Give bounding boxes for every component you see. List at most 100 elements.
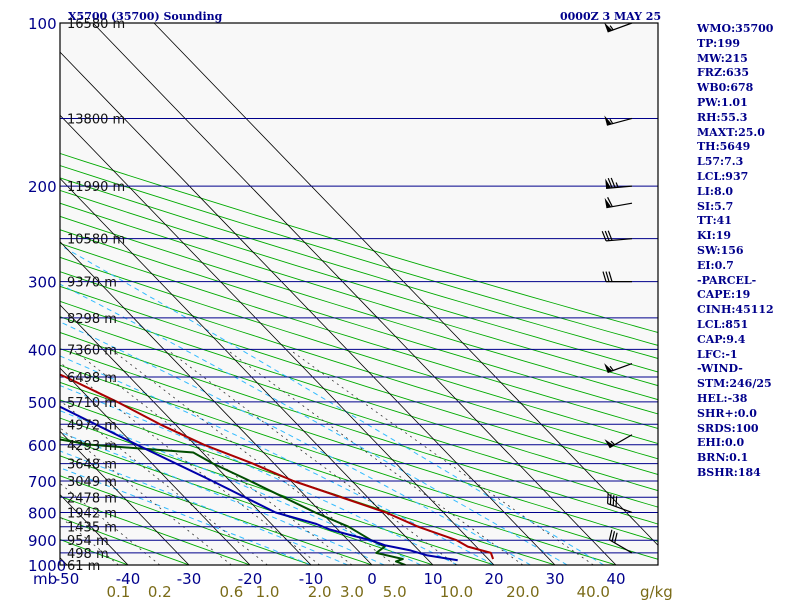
wind-barb-pennant: [604, 363, 613, 373]
sounding-index-item: PW:1.01: [697, 95, 748, 109]
height-label: 9370 m: [67, 276, 117, 291]
sounding-indices-panel: WMO:35700 TP:199 MW:215 FRZ:635 WB0:678 PW:1.…: [697, 22, 774, 481]
sounding-index-item: BSHR:184: [697, 465, 761, 479]
sounding-index-item: CINH:45112: [697, 303, 774, 317]
temperature-tick-label: -30: [177, 570, 202, 588]
temperature-tick-label: 10: [423, 570, 442, 588]
wind-barb-full: [609, 494, 612, 505]
sounding-index-item: LI:8.0: [697, 184, 734, 198]
mixing-ratio-label: 0.2: [148, 583, 172, 600]
pressure-tick-label: 100: [28, 15, 57, 33]
plot-background: [60, 23, 658, 565]
pressure-tick-label: 1000: [28, 557, 66, 575]
wind-barb-staff: [607, 363, 633, 374]
sounding-index-item: WB0:678: [697, 81, 754, 95]
mixing-ratio-label: 2.0: [308, 583, 332, 600]
wind-barb-full: [607, 177, 613, 189]
sounding-index-item: EI:0.7: [697, 258, 734, 272]
sounding-index-item: LFC:-1: [697, 347, 738, 361]
sounding-index-item: WMO:35700: [697, 22, 774, 35]
wind-barb-half: [609, 118, 614, 124]
sounding-index-item: CAP:9.4: [697, 332, 746, 346]
pressure-tick-label: 500: [28, 394, 57, 412]
sounding-index-item: HEL:-38: [697, 391, 748, 405]
wind-barb-full: [607, 197, 613, 207]
sounding-index-item: CAPE:19: [697, 288, 751, 302]
temperature-tick-label: -10: [299, 570, 324, 588]
isotherm-line: [60, 241, 373, 565]
mixing-ratio-label: 1.0: [256, 583, 280, 600]
isotherm-line: [60, 367, 251, 565]
wind-barb-half: [615, 182, 619, 188]
sounding-index-item: RH:55.3: [697, 110, 748, 124]
sounding-index-item: TT:41: [697, 214, 732, 228]
pressure-tick-label: 700: [28, 473, 57, 491]
pressure-tick-label: 200: [28, 178, 57, 196]
mixing-ratio-label: 0.6: [219, 583, 243, 600]
height-label: 3049 m: [67, 475, 117, 490]
mixing-ratio-label: 0.1: [106, 583, 130, 600]
wind-barb-half: [610, 440, 616, 446]
sounding-index-item: MAXT:25.0: [697, 125, 765, 139]
isotherm-line: [92, 23, 617, 565]
sounding-index-item: LCL:937: [697, 169, 749, 183]
sounding-index-item: MW:215: [697, 51, 748, 65]
sounding-index-item: SHR+:0.0: [697, 406, 757, 420]
temperature-tick-label: 30: [545, 570, 564, 588]
wind-barb-staff: [607, 22, 633, 33]
height-label: 2478 m: [67, 491, 117, 506]
chart-datetime: 0000Z 3 MAY 25: [560, 10, 661, 23]
pressure-unit-label: mb: [33, 570, 57, 588]
height-label: 61 m: [67, 559, 100, 574]
wind-barb-full: [608, 529, 613, 541]
height-label: 8298 m: [67, 312, 117, 327]
temperature-tick-label: -20: [238, 570, 263, 588]
wind-barb-staff: [607, 503, 633, 514]
wind-barb-staff: [606, 238, 633, 242]
temperature-line: [60, 373, 495, 560]
sounding-index-item: SRDS:100: [697, 421, 759, 435]
height-label: 954 m: [67, 534, 109, 549]
wind-barb-full: [604, 230, 610, 241]
isotherm-line: [60, 177, 434, 565]
wind-barb-full: [607, 230, 613, 241]
sounding-index-item: TP:199: [697, 36, 741, 50]
wind-barb-pennant: [604, 197, 612, 208]
temperature-tick-label: 40: [606, 570, 625, 588]
mixing-ratio-label: 3.0: [340, 583, 364, 600]
height-label: 13800 m: [67, 112, 125, 127]
pressure-tick-label: 800: [28, 504, 57, 522]
mixing-ratio-unit-label: g/kg: [640, 583, 673, 600]
temperature-tick-label: 0: [367, 570, 377, 588]
wind-barb-full: [614, 532, 618, 544]
temperature-tick-label: -50: [55, 570, 80, 588]
mixing-ratio-label: 20.0: [506, 583, 539, 600]
sounding-index-item: L57:7.3: [697, 155, 744, 169]
height-label: 16580 m: [67, 17, 125, 32]
wind-barb-full: [605, 271, 610, 282]
height-label: 3648 m: [67, 458, 117, 473]
sounding-index-item: -WIND-: [697, 362, 743, 376]
mixing-ratio-label: 10.0: [440, 583, 473, 600]
height-label: 7360 m: [67, 343, 117, 358]
mixing-ratio-label: 40.0: [577, 583, 610, 600]
isotherm-line: [153, 23, 658, 546]
plot-frame: [59, 22, 659, 566]
height-label: 4293 m: [67, 439, 117, 454]
isotherm-line: [60, 304, 312, 565]
height-label: 11990 m: [67, 180, 125, 195]
wind-barb-pennant: [604, 22, 613, 32]
wind-barb-staff: [609, 539, 633, 554]
wind-barb-staff: [606, 117, 633, 126]
height-label: 1435 m: [67, 521, 117, 536]
height-label: 1942 m: [67, 506, 117, 521]
sounding-index-item: STM:246/25: [697, 377, 772, 391]
wind-barb-half: [609, 365, 614, 371]
chart-title: X5700 (35700) Sounding: [68, 10, 223, 23]
sounding-index-item: TH:5649: [697, 140, 751, 154]
moist-adiabat-line: [60, 467, 312, 565]
isotherm-line: [60, 51, 556, 565]
pressure-tick-label: 400: [28, 341, 57, 359]
